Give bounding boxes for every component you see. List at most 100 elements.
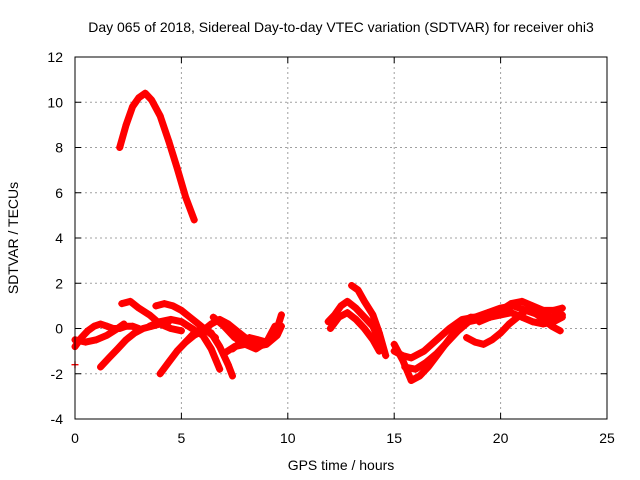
data-point — [480, 340, 488, 348]
data-point — [360, 313, 368, 321]
x-tick-label: 0 — [71, 430, 79, 446]
data-point — [375, 329, 383, 337]
data-series — [71, 89, 566, 385]
x-tick-label: 15 — [386, 430, 402, 446]
data-point — [188, 325, 196, 332]
data-point — [190, 216, 198, 224]
data-point — [145, 322, 153, 330]
data-point — [416, 372, 424, 380]
data-point — [529, 302, 537, 310]
data-point — [135, 304, 143, 312]
data-point — [558, 313, 566, 321]
grid — [75, 57, 607, 419]
x-tick-label: 10 — [280, 430, 296, 446]
data-point — [454, 327, 462, 335]
data-point — [433, 336, 441, 344]
data-point — [135, 94, 143, 102]
data-point — [390, 340, 398, 348]
data-point — [486, 313, 494, 321]
axis-ticks — [74, 56, 608, 420]
data-point — [488, 336, 496, 344]
y-tick-label: 12 — [47, 49, 63, 65]
data-point — [216, 365, 224, 373]
data-point — [186, 313, 194, 321]
data-point — [103, 331, 111, 339]
data-point — [497, 306, 505, 314]
data-point — [114, 325, 122, 332]
data-point — [352, 304, 360, 312]
data-point — [558, 304, 566, 312]
data-point — [343, 297, 351, 305]
data-point — [103, 322, 111, 330]
series-arc-high — [116, 89, 198, 224]
data-point — [97, 363, 105, 371]
data-point — [505, 320, 513, 328]
data-point — [165, 358, 173, 366]
x-axis-label: GPS time / hours — [288, 457, 395, 473]
data-point — [556, 327, 564, 335]
data-point — [458, 315, 466, 323]
data-point — [471, 338, 479, 346]
data-point — [233, 327, 241, 335]
data-point — [97, 320, 105, 328]
data-point — [167, 315, 175, 323]
data-point — [207, 329, 215, 337]
y-tick-label: 4 — [55, 230, 63, 246]
data-point — [182, 193, 190, 201]
data-point — [209, 313, 217, 321]
chart-title: Day 065 of 2018, Sidereal Day-to-day VTE… — [88, 19, 594, 35]
y-tick-label: 8 — [55, 140, 63, 156]
data-point — [550, 306, 558, 314]
data-point — [539, 306, 547, 314]
y-tick-label: 6 — [55, 185, 63, 201]
data-point — [84, 327, 92, 335]
data-point — [407, 377, 415, 385]
y-tick-label: 10 — [47, 94, 63, 110]
data-point — [245, 334, 253, 342]
data-point — [194, 320, 202, 328]
data-point — [148, 96, 156, 104]
data-point — [141, 89, 149, 97]
y-tick-labels: -4 -2 0 2 4 6 8 10 12 — [47, 49, 63, 427]
data-point — [343, 309, 351, 317]
data-point — [463, 334, 471, 342]
data-point — [518, 297, 526, 305]
data-point — [177, 318, 185, 326]
data-point — [116, 144, 124, 151]
data-point — [228, 372, 236, 380]
data-point — [277, 311, 285, 319]
data-point — [360, 297, 368, 305]
data-point — [401, 363, 409, 371]
y-tick-label: -4 — [51, 411, 64, 427]
data-point — [352, 315, 360, 323]
data-point — [190, 331, 198, 339]
data-point — [160, 300, 168, 308]
data-point — [207, 320, 215, 328]
data-point — [92, 336, 100, 344]
data-point — [122, 121, 130, 129]
data-point — [128, 322, 136, 330]
data-point — [348, 282, 356, 290]
data-point — [156, 318, 164, 326]
data-point — [199, 327, 207, 335]
data-point — [326, 325, 334, 332]
data-point — [446, 325, 454, 332]
series-arc-n — [348, 282, 390, 360]
data-point — [507, 309, 515, 317]
data-point — [335, 313, 343, 321]
x-tick-label: 20 — [493, 430, 509, 446]
data-point — [263, 340, 271, 348]
data-point — [207, 345, 215, 353]
data-point — [131, 329, 139, 337]
data-point — [369, 336, 377, 344]
data-point — [105, 354, 113, 362]
data-point — [231, 334, 239, 342]
data-point — [182, 338, 190, 346]
data-point — [82, 338, 90, 346]
data-point — [145, 311, 153, 319]
data-point — [177, 306, 185, 314]
data-point — [422, 358, 430, 366]
data-point — [539, 315, 547, 323]
data-point — [128, 103, 136, 111]
